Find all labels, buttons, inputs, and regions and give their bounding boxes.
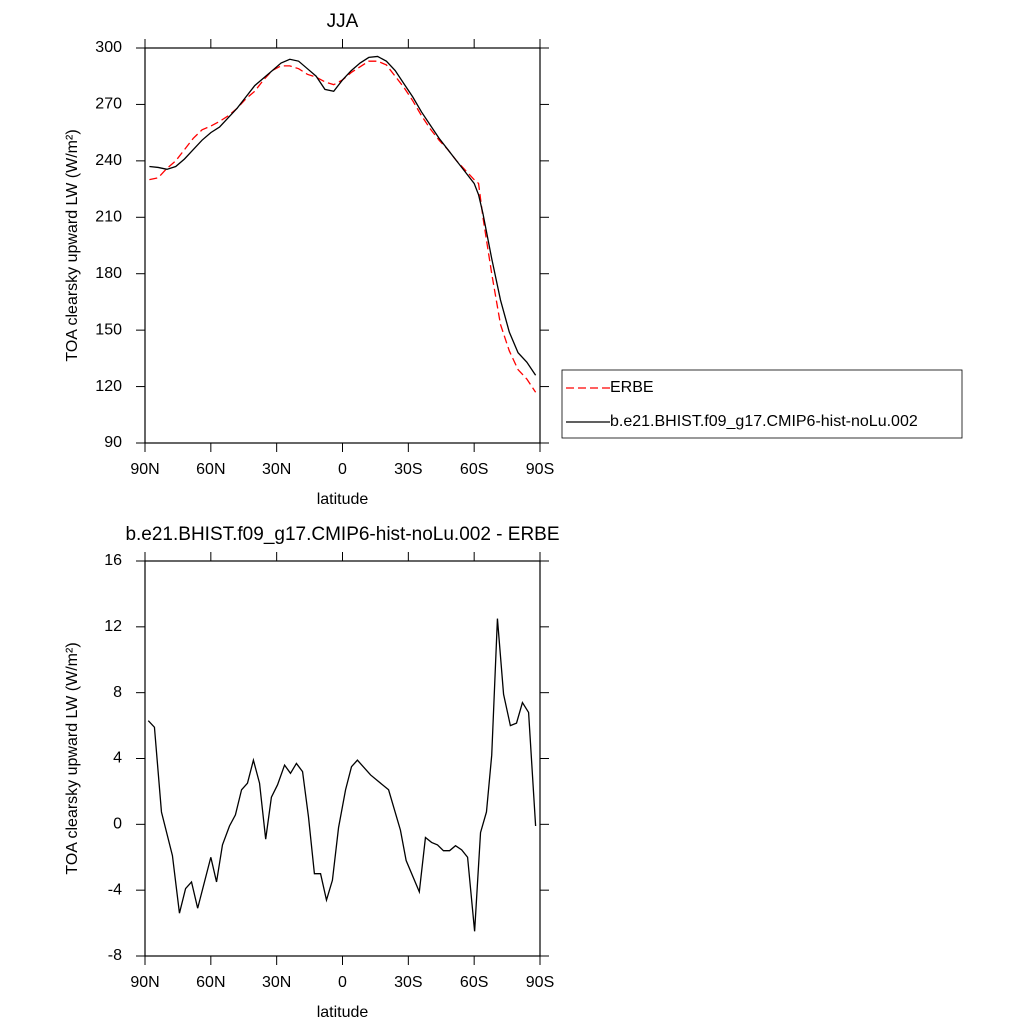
x-axis-label: latitude (317, 491, 369, 508)
y-axis-label: TOA clearsky upward LW (W/m²) (64, 129, 81, 361)
y-tick-label: 180 (95, 265, 122, 282)
y-tick-label: 270 (95, 96, 122, 113)
y-tick-label: -8 (108, 947, 122, 964)
x-axis-label: latitude (317, 1004, 369, 1021)
legend-box (561, 369, 963, 439)
y-tick-label: 16 (104, 552, 122, 569)
y-tick-label: 120 (95, 378, 122, 395)
y-tick-label: 90 (104, 434, 122, 451)
y-tick-label: 12 (104, 618, 122, 635)
x-tick-label: 30S (394, 461, 422, 478)
y-tick-label: 8 (113, 684, 122, 701)
y-tick-label: 0 (113, 816, 122, 833)
x-tick-label: 60S (460, 461, 488, 478)
y-tick-label: 240 (95, 152, 122, 169)
y-axis-label: TOA clearsky upward LW (W/m²) (64, 642, 81, 874)
x-tick-label: 0 (338, 461, 347, 478)
x-tick-label: 30N (262, 974, 291, 991)
legend-label: ERBE (610, 379, 654, 396)
y-tick-label: 4 (113, 750, 122, 767)
plot-frame (144, 560, 541, 957)
x-tick-label: 60N (196, 461, 225, 478)
x-tick-label: 90N (130, 974, 159, 991)
x-tick-label: 90S (526, 974, 554, 991)
data-line (149, 60, 537, 393)
x-tick-label: 60N (196, 974, 225, 991)
data-line (149, 55, 537, 376)
x-tick-label: 90N (130, 461, 159, 478)
x-tick-label: 30N (262, 461, 291, 478)
y-tick-label: -4 (108, 881, 122, 898)
x-tick-label: 0 (338, 974, 347, 991)
x-tick-label: 30S (394, 974, 422, 991)
chart-title: b.e21.BHIST.f09_g17.CMIP6-hist-noLu.002 … (125, 524, 559, 545)
y-tick-label: 210 (95, 209, 122, 226)
x-tick-label: 60S (460, 974, 488, 991)
x-tick-label: 90S (526, 461, 554, 478)
data-line (147, 618, 537, 932)
legend-label: b.e21.BHIST.f09_g17.CMIP6-hist-noLu.002 (610, 413, 918, 430)
y-tick-label: 300 (95, 39, 122, 56)
chart-title: JJA (327, 11, 359, 32)
y-tick-label: 150 (95, 321, 122, 338)
plot-frame (144, 47, 541, 444)
